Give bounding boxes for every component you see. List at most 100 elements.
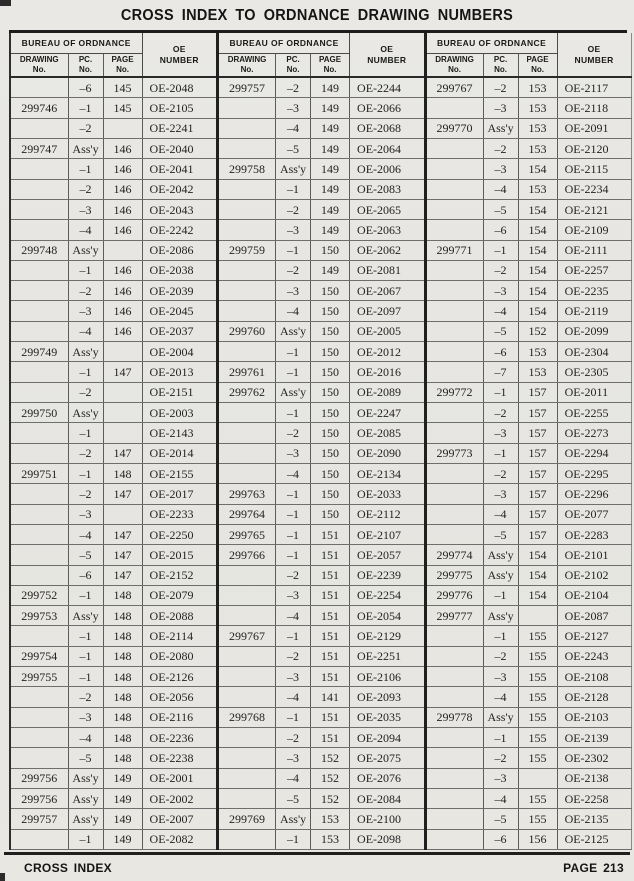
pc-no-cell: –2 bbox=[482, 646, 519, 668]
oe-number-cell: OE-2088 bbox=[141, 605, 217, 627]
table-row: 299767 –1 151 OE-2129 bbox=[217, 625, 424, 647]
oe-number-cell: OE-2002 bbox=[141, 788, 217, 810]
table-row: –1 155 OE-2127 bbox=[425, 625, 632, 647]
drawing-no-cell bbox=[217, 118, 276, 139]
page-no-cell: 153 bbox=[517, 118, 558, 139]
drawing-no-cell bbox=[425, 179, 484, 200]
drawing-no-cell: 299774 bbox=[425, 544, 484, 566]
page-no-cell: 150 bbox=[310, 382, 350, 404]
drawing-no-cell bbox=[217, 422, 276, 444]
oe-number-cell: OE-2100 bbox=[349, 808, 424, 830]
table-row: –4 153 OE-2234 bbox=[425, 179, 632, 200]
drawing-no-cell: 299776 bbox=[425, 585, 484, 607]
table-row: –2 149 OE-2081 bbox=[217, 260, 424, 282]
oe-number-cell: OE-2041 bbox=[141, 158, 217, 180]
table-row: –7 153 OE-2305 bbox=[425, 361, 632, 383]
oe-number-cell: OE-2258 bbox=[556, 788, 632, 810]
table-row: –4 154 OE-2119 bbox=[425, 300, 632, 322]
table-row: –2 151 OE-2239 bbox=[217, 565, 424, 586]
drawing-no-cell bbox=[425, 483, 484, 505]
oe-number-cell: OE-2085 bbox=[349, 422, 424, 444]
pc-no-cell: –2 bbox=[67, 179, 103, 200]
page-title: CROSS INDEX TO ORDNANCE DRAWING NUMBERS bbox=[120, 7, 514, 25]
table-row: –3 149 OE-2063 bbox=[217, 219, 424, 241]
drawing-no-cell bbox=[425, 321, 484, 343]
oe-number-cell: OE-2037 bbox=[141, 321, 217, 343]
oe-number-cell: OE-2273 bbox=[556, 422, 632, 444]
page-no-cell: 150 bbox=[310, 280, 350, 302]
pc-no-cell: –2 bbox=[275, 199, 311, 221]
drawing-no-header-line: No. bbox=[448, 64, 461, 74]
drawing-no-header: DRAWING No. bbox=[217, 53, 276, 78]
page-no-header-line: No. bbox=[323, 64, 337, 74]
drawing-no-cell: 299770 bbox=[425, 118, 484, 139]
oe-number-cell: OE-2067 bbox=[349, 280, 424, 302]
drawing-no-cell bbox=[10, 219, 68, 241]
footer-left-label: CROSS INDEX bbox=[24, 861, 112, 875]
table-row: –1 OE-2143 bbox=[10, 422, 217, 444]
pc-no-cell: –3 bbox=[67, 300, 103, 322]
drawing-no-cell bbox=[425, 138, 484, 160]
cross-index-table: BUREAU OF ORDNANCE OE NUMBER DRAWING No.… bbox=[9, 30, 632, 851]
bureau-header-row: BUREAU OF ORDNANCE OE NUMBER bbox=[425, 33, 632, 78]
oe-number-cell: OE-2109 bbox=[556, 219, 632, 241]
table-body-left: –6 145 OE-2048 299746 –1 145 OE-2105 –2 OE-2241 2… bbox=[10, 77, 217, 851]
table-row: –2 155 OE-2243 bbox=[425, 646, 632, 668]
pc-no-header-line: No. bbox=[286, 64, 300, 74]
pc-no-cell: Ass'y bbox=[275, 321, 311, 343]
pc-no-cell: Ass'y bbox=[67, 768, 103, 789]
page-no-cell: 155 bbox=[517, 727, 558, 749]
page-no-header-line: PAGE bbox=[111, 55, 134, 65]
footer-rule bbox=[4, 852, 630, 855]
drawing-no-cell: 299754 bbox=[10, 646, 68, 668]
table-row: –2 148 OE-2056 bbox=[10, 686, 217, 708]
oe-number-cell: OE-2107 bbox=[349, 524, 424, 546]
drawing-no-cell bbox=[217, 585, 276, 607]
page-no-cell: 149 bbox=[310, 138, 350, 160]
pc-no-cell: –3 bbox=[275, 443, 311, 464]
table-row: 299774 Ass'y 154 OE-2101 bbox=[425, 544, 632, 566]
drawing-no-header-line: DRAWING bbox=[435, 55, 474, 65]
page-no-cell: 151 bbox=[310, 646, 350, 668]
oe-number-cell: OE-2239 bbox=[349, 565, 424, 586]
pc-no-cell: –4 bbox=[275, 768, 311, 789]
oe-number-cell: OE-2048 bbox=[141, 77, 217, 99]
drawing-no-header: DRAWING No. bbox=[425, 53, 484, 78]
drawing-no-header-line: DRAWING bbox=[227, 55, 267, 65]
drawing-no-cell bbox=[10, 707, 68, 729]
page-no-cell: 148 bbox=[102, 686, 143, 708]
table-row: 299770 Ass'y 153 OE-2091 bbox=[425, 118, 632, 139]
pc-no-cell: –2 bbox=[482, 260, 519, 282]
oe-number-cell: OE-2127 bbox=[556, 625, 632, 647]
page-no-cell: 156 bbox=[517, 829, 558, 851]
pc-no-cell: –2 bbox=[482, 747, 519, 769]
pc-no-cell: –3 bbox=[482, 666, 519, 688]
page-no-cell: 148 bbox=[102, 585, 143, 607]
page-no-cell: 154 bbox=[517, 585, 558, 607]
pc-no-cell: Ass'y bbox=[482, 565, 519, 586]
table-row: –5 154 OE-2121 bbox=[425, 199, 632, 221]
pc-no-cell: Ass'y bbox=[67, 138, 103, 160]
drawing-no-cell bbox=[425, 341, 484, 363]
pc-no-cell: Ass'y bbox=[67, 788, 103, 810]
drawing-no-cell bbox=[10, 747, 68, 769]
page-no-header: PAGE No. bbox=[310, 53, 350, 78]
drawing-no-cell bbox=[217, 341, 276, 363]
oe-number-cell: OE-2068 bbox=[349, 118, 424, 139]
table-row: 299748 Ass'y OE-2086 bbox=[10, 240, 217, 261]
drawing-no-cell bbox=[10, 443, 68, 464]
page-no-cell: 146 bbox=[102, 219, 143, 241]
page-no-cell: 147 bbox=[102, 361, 143, 383]
drawing-no-cell bbox=[10, 422, 68, 444]
table-row: 299764 –1 150 OE-2112 bbox=[217, 504, 424, 525]
table-row: –2 154 OE-2257 bbox=[425, 260, 632, 282]
table-row: 299773 –1 157 OE-2294 bbox=[425, 443, 632, 464]
table-row: –2 151 OE-2094 bbox=[217, 727, 424, 749]
table-row: 299759 –1 150 OE-2062 bbox=[217, 240, 424, 261]
pc-no-cell: –2 bbox=[482, 77, 519, 99]
page-no-cell: 149 bbox=[310, 97, 350, 119]
oe-number-cell: OE-2001 bbox=[141, 768, 217, 789]
table-row: –6 154 OE-2109 bbox=[425, 219, 632, 241]
page-no-cell: 149 bbox=[310, 260, 350, 282]
